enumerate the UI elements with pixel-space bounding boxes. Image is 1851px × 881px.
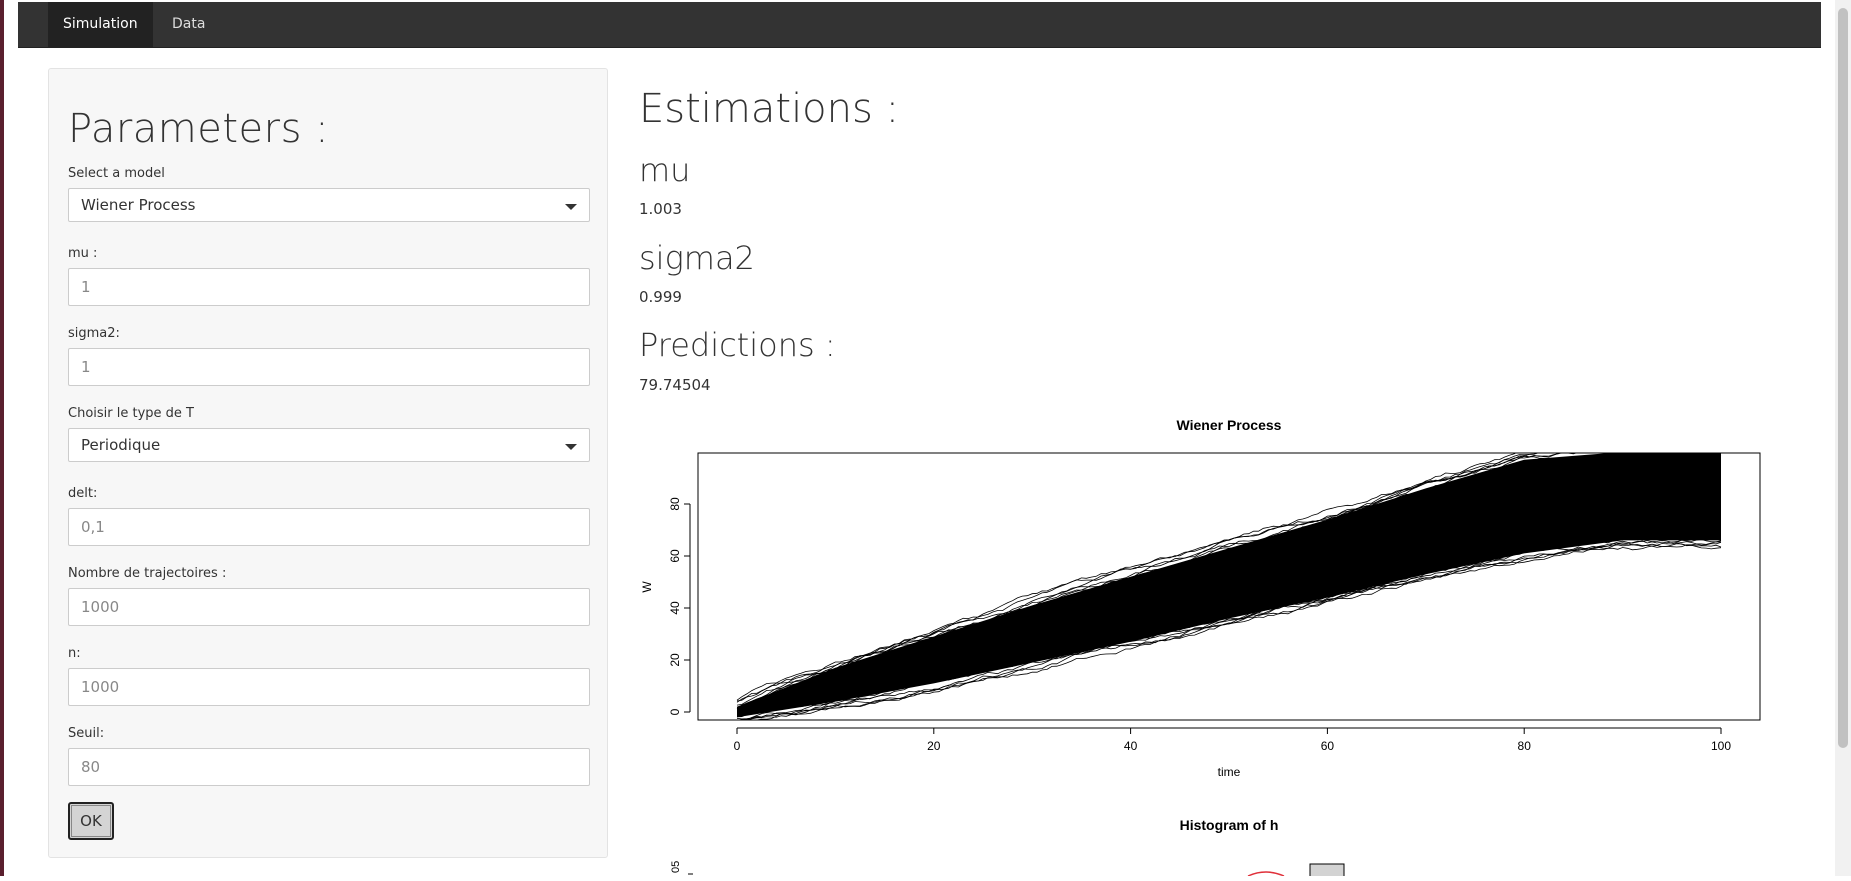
y-tick-label: 80 — [668, 497, 682, 511]
sigma2-input[interactable]: 1 — [68, 348, 590, 386]
trajectory-line-lower — [744, 542, 1722, 720]
ok-button[interactable]: OK — [68, 802, 114, 840]
estimations-title: Estimations : — [639, 86, 900, 132]
mu-heading: mu — [639, 151, 691, 189]
chevron-down-icon — [565, 204, 577, 210]
x-tick-label: 20 — [927, 739, 941, 753]
ntraj-label: Nombre de trajectoires : — [68, 566, 227, 581]
density-curve — [1247, 871, 1285, 877]
plot-frame — [697, 452, 1761, 721]
sigma2-estimate: 0.999 — [639, 288, 682, 306]
chart-title: Wiener Process — [1177, 417, 1282, 433]
y-tick-label: 40 — [668, 601, 682, 615]
y-axis-label: W — [640, 581, 654, 593]
wiener-process-plot: Wiener Process time W 0 20 40 60 80 100 0 20 40 6… — [639, 410, 1769, 795]
trajectory-line-upper — [736, 453, 1578, 706]
x-axis-label: time — [1218, 765, 1241, 779]
histogram-chart-svg: Histogram of h 05 — [670, 817, 1345, 879]
seuil-input[interactable]: 80 — [68, 748, 590, 786]
scrollbar-thumb[interactable] — [1838, 8, 1848, 748]
prediction-value: 79.74504 — [639, 376, 711, 394]
trajectory-line-upper — [736, 453, 1517, 701]
mu-input[interactable]: 1 — [68, 268, 590, 306]
chevron-down-icon — [565, 444, 577, 450]
ttype-label: Choisir le type de T — [68, 406, 194, 421]
trajectory-line-upper — [736, 453, 1566, 702]
x-tick-label: 80 — [1518, 739, 1532, 753]
mu-label: mu : — [68, 246, 98, 261]
model-select-value: Wiener Process — [81, 196, 196, 214]
y-tick-label: 0 — [668, 708, 682, 715]
x-tick-label: 100 — [1711, 739, 1731, 753]
model-select[interactable]: Wiener Process — [68, 188, 590, 222]
histogram-plot: Histogram of h 05 — [639, 808, 1769, 881]
ntraj-input[interactable]: 1000 — [68, 588, 590, 626]
x-tick-label: 0 — [734, 739, 741, 753]
histogram-bar — [1309, 863, 1345, 879]
trajectory-line-upper — [736, 453, 1722, 708]
seuil-label: Seuil: — [68, 726, 105, 741]
x-tick-label: 40 — [1124, 739, 1138, 753]
trajectory-line-lower — [745, 540, 1722, 720]
trajectory-line-lower — [736, 542, 1722, 720]
n-label: n: — [68, 646, 81, 661]
navbar: Simulation Data — [18, 2, 1821, 48]
sigma2-label: sigma2: — [68, 326, 120, 341]
ttype-select-value: Periodique — [81, 436, 161, 454]
tab-data[interactable]: Data — [172, 16, 206, 32]
sigma2-heading: sigma2 — [639, 239, 755, 277]
model-label: Select a model — [68, 166, 165, 181]
ttype-select[interactable]: Periodique — [68, 428, 590, 462]
x-tick-label: 60 — [1321, 739, 1335, 753]
predictions-title: Predictions : — [639, 326, 836, 364]
axes-group: 0 20 40 60 80 100 0 20 40 60 80 — [668, 497, 1731, 753]
tab-simulation[interactable]: Simulation — [48, 2, 153, 47]
vertical-scrollbar[interactable] — [1835, 0, 1851, 876]
delt-input[interactable]: 0,1 — [68, 508, 590, 546]
y-tick-label: 60 — [668, 549, 682, 563]
delt-label: delt: — [68, 486, 98, 501]
wiener-chart-svg: Wiener Process time W 0 20 40 60 80 100 0 20 40 6… — [640, 417, 1761, 779]
mu-estimate: 1.003 — [639, 200, 682, 218]
trajectory-line-lower — [737, 538, 1722, 720]
window-edge — [0, 0, 4, 876]
trajectories-group — [736, 453, 1722, 720]
parameters-panel: Parameters : Select a model Wiener Proce… — [48, 68, 608, 858]
trajectory-band — [737, 453, 1721, 718]
y-tick-label: 20 — [668, 653, 682, 667]
parameters-title: Parameters : — [68, 106, 330, 152]
histogram-y-tick: 05 — [670, 861, 682, 873]
n-input[interactable]: 1000 — [68, 668, 590, 706]
histogram-title: Histogram of h — [1180, 817, 1279, 833]
